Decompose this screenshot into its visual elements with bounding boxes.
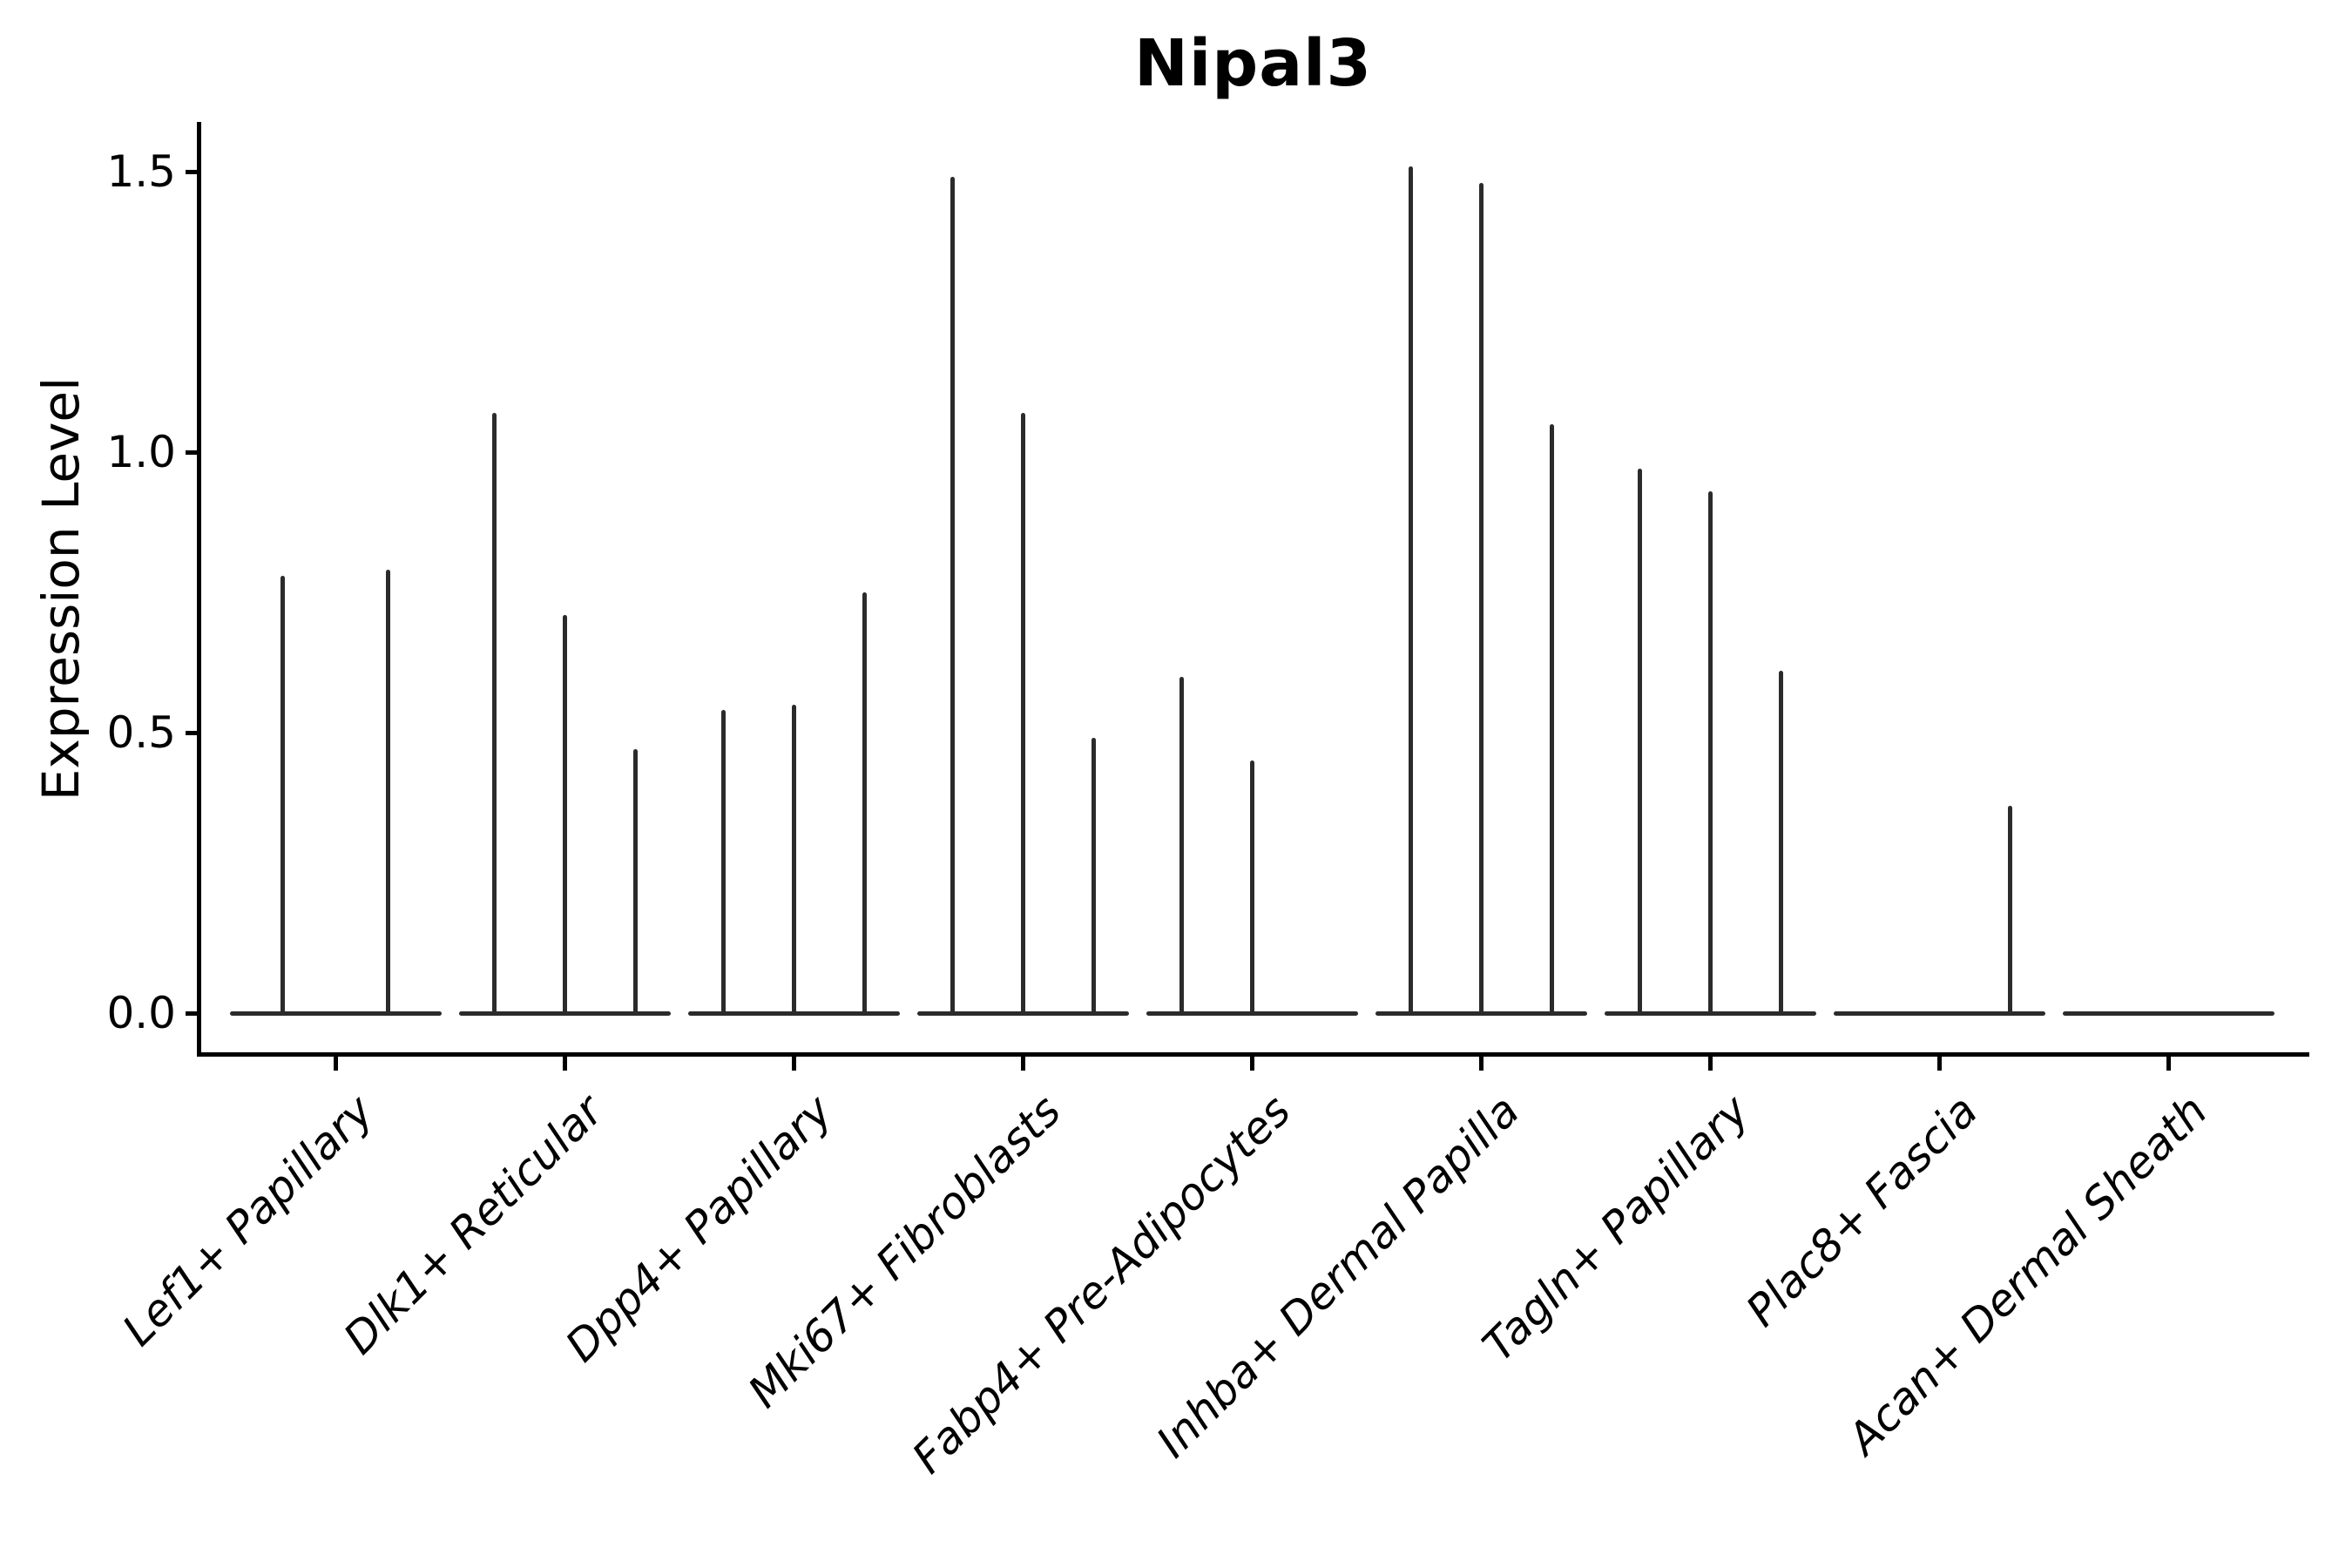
y-tick-mark xyxy=(186,1010,199,1016)
y-tick-mark xyxy=(186,730,199,735)
violin-spike-2-3 xyxy=(632,749,638,1016)
x-tick-mark xyxy=(1708,1057,1713,1071)
y-tick-label: 1.0 xyxy=(106,427,176,477)
x-axis-spine xyxy=(197,1052,2309,1057)
violin-base-1 xyxy=(229,1010,442,1016)
x-tick-label-1: Lef1+ Papillary xyxy=(112,1085,384,1356)
violin-spike-7-2 xyxy=(1708,491,1713,1016)
violin-base-8 xyxy=(1834,1010,2046,1016)
violin-spike-2-2 xyxy=(562,614,567,1016)
x-tick-mark xyxy=(1479,1057,1484,1071)
violin-spike-7-3 xyxy=(1779,671,1784,1016)
x-tick-mark xyxy=(1249,1057,1254,1071)
violin-spike-5-1 xyxy=(1179,676,1184,1016)
violin-spike-1-1 xyxy=(280,575,285,1016)
y-tick-mark xyxy=(186,449,199,455)
violin-spike-6-1 xyxy=(1409,166,1413,1016)
x-tick-mark xyxy=(562,1057,567,1071)
violin-spike-4-2 xyxy=(1020,412,1025,1016)
violin-spike-1-2 xyxy=(386,570,391,1016)
violin-spike-8-3 xyxy=(2008,805,2013,1016)
y-axis-spine xyxy=(197,122,201,1057)
violin-spike-3-1 xyxy=(720,710,726,1016)
y-tick-label: 0.5 xyxy=(106,707,176,758)
x-tick-label-5: Fabp4+ Pre-Adipocytes xyxy=(902,1085,1301,1484)
x-tick-mark xyxy=(2166,1057,2172,1071)
x-tick-mark xyxy=(1020,1057,1025,1071)
violin-spike-6-2 xyxy=(1479,182,1484,1016)
x-tick-mark xyxy=(1937,1057,1943,1071)
x-tick-label-8: Plac8+ Fascia xyxy=(1736,1085,1988,1336)
y-tick-mark xyxy=(186,169,199,174)
y-tick-label: 1.5 xyxy=(106,146,176,197)
violin-spike-2-1 xyxy=(491,412,497,1016)
violin-spike-3-3 xyxy=(862,592,867,1016)
violin-spike-5-2 xyxy=(1249,760,1254,1016)
y-tick-label: 0.0 xyxy=(106,988,176,1038)
violin-spike-3-2 xyxy=(791,704,796,1016)
x-tick-mark xyxy=(791,1057,796,1071)
violin-base-9 xyxy=(2063,1010,2275,1016)
violin-spike-6-3 xyxy=(1550,423,1554,1016)
violin-spike-4-1 xyxy=(950,177,955,1016)
x-tick-mark xyxy=(333,1057,338,1071)
plot-title: Nipal3 xyxy=(1133,26,1373,101)
violin-spike-7-1 xyxy=(1638,469,1643,1016)
x-tick-label-6: Inhba+ Dermal Papilla xyxy=(1147,1085,1530,1468)
violin-spike-4-3 xyxy=(1091,738,1096,1016)
